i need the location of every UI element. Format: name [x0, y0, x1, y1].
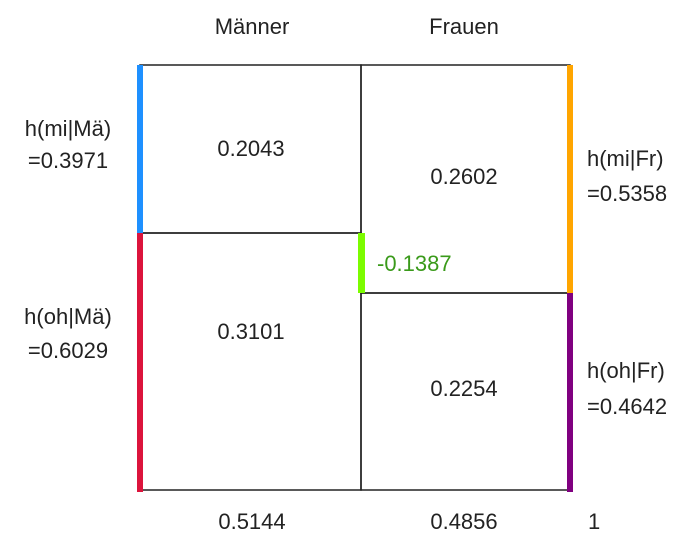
cell-value: 0.2254: [430, 376, 497, 401]
column-header: Frauen: [429, 14, 499, 39]
cell-box: [139, 232, 362, 491]
left-label: h(oh|Mä): [24, 304, 112, 329]
right-label: h(mi|Fr): [587, 146, 664, 171]
bar-purple: [567, 293, 573, 492]
left-value: =0.3971: [28, 148, 108, 173]
difference-label: -0.1387: [377, 251, 452, 276]
bar-blue: [137, 65, 143, 233]
right-label: h(oh|Fr): [587, 358, 665, 383]
cell-value: 0.3101: [217, 319, 284, 344]
right-value: =0.5358: [587, 181, 667, 206]
bar-green: [358, 233, 365, 293]
cell-value: 0.2602: [430, 164, 497, 189]
bar-red: [137, 233, 143, 492]
left-value: =0.6029: [28, 338, 108, 363]
bar-orange: [567, 65, 573, 293]
right-value: =0.4642: [587, 394, 667, 419]
left-label: h(mi|Mä): [25, 116, 111, 141]
grand-total: 1: [588, 509, 600, 534]
column-total: 0.4856: [430, 509, 497, 534]
column-header: Männer: [215, 14, 290, 39]
column-total: 0.5144: [218, 509, 285, 534]
cell-value: 0.2043: [217, 136, 284, 161]
